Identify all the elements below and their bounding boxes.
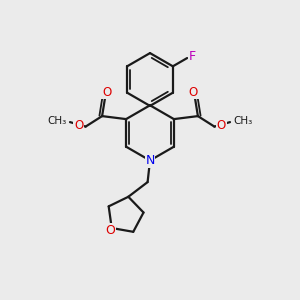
- Text: O: O: [189, 85, 198, 99]
- Text: O: O: [102, 85, 111, 99]
- Text: F: F: [189, 50, 196, 63]
- Text: O: O: [217, 118, 226, 132]
- Text: O: O: [74, 118, 83, 132]
- Text: CH₃: CH₃: [48, 116, 67, 126]
- Text: O: O: [105, 224, 115, 237]
- Text: CH₃: CH₃: [233, 116, 252, 126]
- Text: N: N: [145, 154, 155, 167]
